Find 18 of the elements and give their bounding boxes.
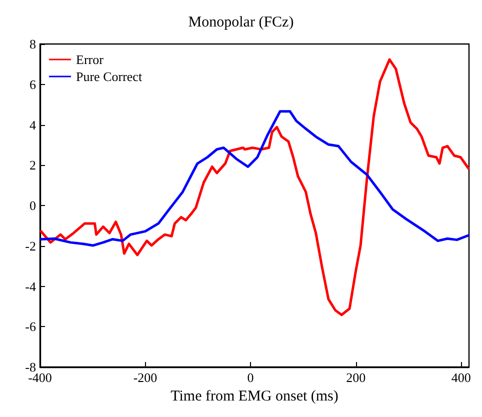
x-tick-label: 0: [247, 370, 254, 385]
x-tick-label: 400: [451, 370, 471, 385]
chart-title: Monopolar (FCz): [188, 14, 294, 30]
x-tick-label: 200: [346, 370, 366, 385]
legend-label: Pure Correct: [76, 69, 142, 84]
y-tick-label: -6: [25, 319, 36, 334]
y-tick-label: -2: [25, 238, 36, 254]
y-tick-label: -4: [25, 278, 36, 294]
y-tick-label: 2: [30, 158, 36, 173]
legend-label: Error: [76, 52, 104, 67]
y-tick-label: 6: [30, 76, 36, 92]
y-tick-label: 8: [30, 36, 36, 52]
y-tick-label: 4: [30, 117, 36, 132]
x-axis-title: Time from EMG onset (ms): [170, 388, 338, 404]
line-series: [40, 110, 470, 247]
y-tick-label: -8: [25, 360, 36, 374]
x-tick-label: -200: [133, 370, 158, 385]
y-tick-label: 0: [30, 198, 36, 213]
